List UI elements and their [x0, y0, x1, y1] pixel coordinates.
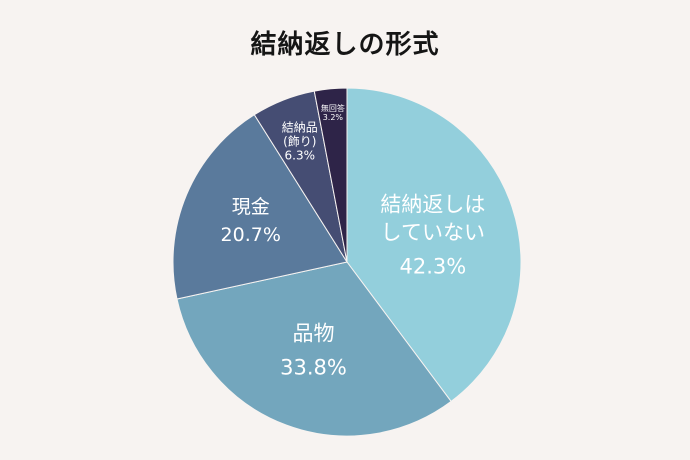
slice-category-label: していない — [381, 220, 485, 244]
slice-category-label: 品物 — [293, 322, 335, 346]
slice-category-label: 現金 — [232, 196, 270, 218]
slice-category-label: 無回答 — [321, 103, 345, 113]
pie-slice — [313, 87, 348, 263]
slice-category-label: (飾り) — [283, 135, 316, 149]
pie-slice — [176, 261, 452, 437]
slice-percent-label: 6.3% — [285, 149, 316, 163]
slice-percent-label: 20.7% — [221, 224, 281, 246]
slice-percent-label: 33.8% — [280, 356, 347, 380]
slice-percent-label: 42.3% — [400, 254, 467, 278]
slice-category-label: 結納返しは — [380, 192, 485, 216]
chart-title: 結納返しの形式 — [250, 30, 440, 60]
pie-slice — [346, 87, 522, 403]
pie-slice — [172, 114, 348, 300]
slice-category-label: 結納品 — [282, 121, 318, 135]
slice-percent-label: 3.2% — [323, 113, 344, 122]
